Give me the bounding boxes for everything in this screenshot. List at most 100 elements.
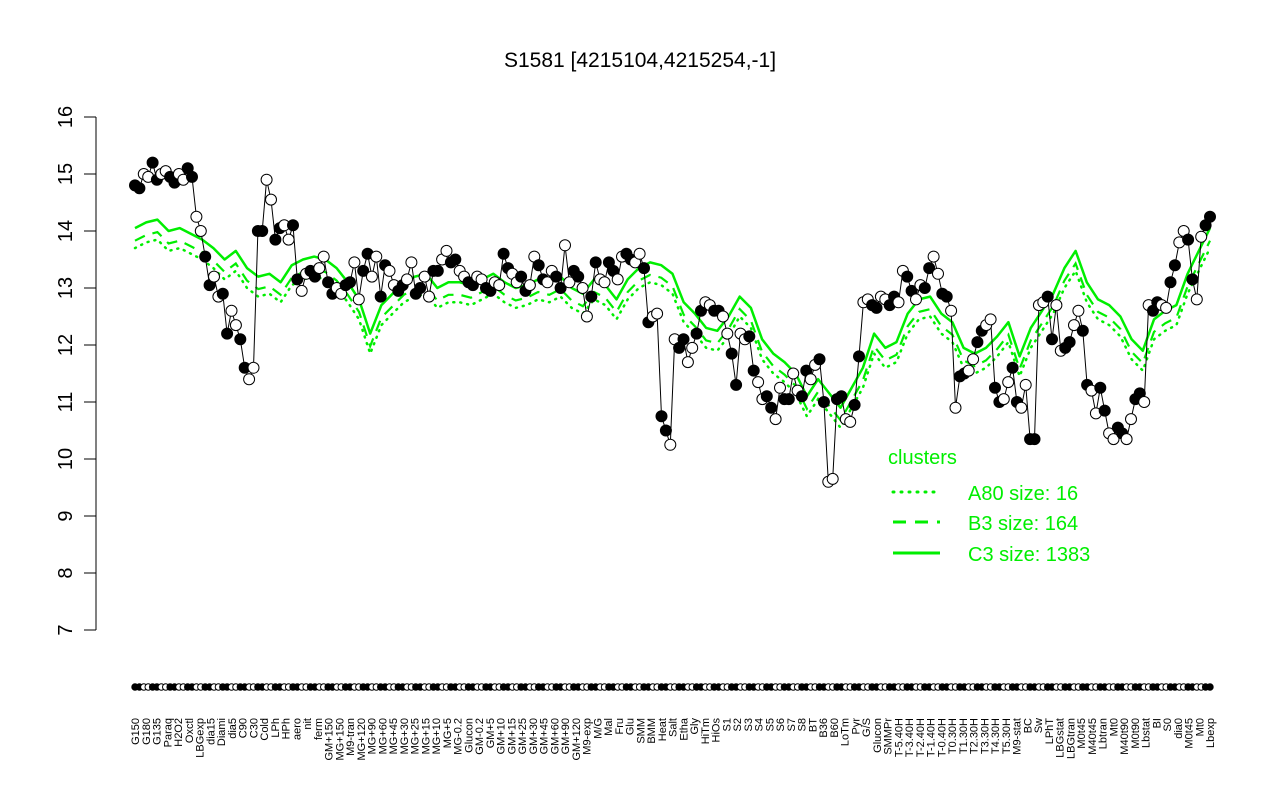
x-tick-label: Mal — [603, 718, 615, 736]
x-tick-label: M/G — [592, 718, 604, 739]
x-tick-label: LBGtran — [1065, 718, 1077, 759]
data-point — [221, 327, 234, 340]
x-tick-label: G150 — [130, 718, 142, 745]
data-point — [225, 304, 238, 317]
x-tick-label: Cold — [259, 718, 271, 741]
data-point — [1063, 336, 1076, 349]
data-point — [1098, 404, 1111, 417]
data-point — [1076, 324, 1089, 337]
x-tick-label: LoTm — [840, 718, 852, 746]
x-tick-label: Paraq — [162, 718, 174, 747]
x-tick-label: GM+60 — [549, 718, 561, 754]
data-point — [1160, 301, 1173, 314]
x-tick-label: MG+5 — [442, 718, 454, 748]
x-tick-label: Glucon — [872, 718, 884, 753]
data-point — [383, 264, 396, 277]
x-tick-label: SMMPr — [883, 718, 895, 755]
x-tick-label: GM+15 — [506, 718, 518, 754]
x-tick-label: M0t45 — [1076, 718, 1088, 749]
data-point — [1107, 433, 1120, 446]
x-tick-label: Glucon — [463, 718, 475, 753]
data-point — [795, 390, 808, 403]
x-tick-label: B60 — [829, 718, 841, 738]
x-tick-label: T-5.40H — [893, 718, 905, 757]
x-tick-label: T-2.40H — [915, 718, 927, 757]
x-tick-label: S8 — [797, 718, 809, 731]
data-point — [194, 225, 207, 237]
y-tick-label: 16 — [55, 106, 77, 128]
data-point — [945, 304, 958, 317]
x-tick-label: GM+150 — [324, 718, 336, 761]
data-point — [932, 267, 944, 280]
chart-title: S1581 [4215104,4215254,-1] — [504, 49, 776, 72]
x-tick-label: T0.30H — [947, 718, 959, 754]
x-tick-label: T2.30H — [969, 718, 981, 754]
x-tick-label: M0t45 — [1184, 718, 1196, 749]
data-point — [844, 415, 857, 428]
legend-label-b3: B3 size: 164 — [968, 513, 1078, 535]
data-point — [1138, 396, 1151, 408]
legend-title: clusters — [888, 447, 957, 469]
data-point — [1182, 233, 1195, 246]
data-point — [563, 276, 576, 289]
x-tick-label: S4 — [754, 718, 766, 731]
data-point — [1019, 378, 1032, 391]
x-tick-labels: G150G180G135ParaqH2O2OxctlLBGexpdia15Dia… — [130, 717, 1217, 760]
x-tick-label: HiTm — [700, 718, 712, 744]
data-point — [265, 193, 277, 206]
data-point — [927, 250, 940, 263]
x-tick-label: dia15 — [205, 718, 217, 745]
x-tick-label: M9-stat — [1012, 718, 1024, 755]
data-point — [352, 293, 365, 306]
data-point — [633, 247, 646, 260]
cluster-line-c3 — [134, 218, 1212, 409]
x-tick-label: GM+120 — [571, 718, 583, 761]
data-point — [1015, 401, 1028, 414]
data-point — [730, 378, 743, 391]
data-point — [765, 401, 778, 414]
data-point — [760, 390, 773, 403]
x-tick-label: S6 — [775, 718, 787, 731]
data-point — [580, 310, 593, 323]
x-tick-label: LPh — [270, 718, 282, 738]
data-point — [243, 373, 256, 386]
data-point — [853, 350, 865, 363]
data-point — [414, 282, 427, 294]
x-tick-label: Lbtran — [1098, 718, 1110, 749]
y-tick-label: 10 — [55, 448, 77, 470]
x-tick-label: GM+5 — [485, 718, 497, 748]
data-point — [313, 262, 326, 275]
x-tick-label: B36 — [818, 718, 830, 738]
x-tick-label: ferm — [313, 718, 325, 740]
x-tick-label: BI — [1151, 718, 1163, 728]
data-point — [1068, 319, 1080, 332]
data-point — [1168, 259, 1181, 272]
x-tick-label: T-1.40H — [926, 718, 938, 757]
y-tick-label: 13 — [55, 277, 77, 299]
data-point — [493, 279, 506, 292]
x-tick-label: HPh — [281, 718, 293, 739]
data-point — [949, 401, 962, 414]
data-point — [1050, 299, 1063, 312]
x-tick-label: dia0 — [1173, 718, 1185, 739]
x-tick-label: GM+25 — [517, 718, 529, 754]
x-tick-label: Etha — [678, 717, 690, 741]
x-tick-label: aero — [291, 718, 303, 740]
x-tick-label: H2O2 — [173, 718, 185, 747]
x-tick-label: LPhT — [1044, 718, 1056, 745]
legend-label-c3: C3 size: 1383 — [968, 544, 1090, 566]
x-tick-label: S7 — [786, 718, 798, 731]
data-point — [190, 210, 203, 223]
x-tick-label: MG+45 — [388, 718, 400, 754]
data-point — [690, 327, 703, 340]
data-point — [199, 250, 212, 263]
data-point — [405, 256, 418, 269]
data-point — [374, 290, 387, 303]
data-point — [989, 381, 1001, 394]
x-tick-label: T-0.40H — [936, 718, 948, 757]
data-point — [787, 367, 800, 380]
data-point — [1094, 381, 1107, 394]
data-point — [747, 364, 760, 377]
x-tick-label: nit — [302, 718, 314, 730]
data-point — [295, 284, 308, 297]
